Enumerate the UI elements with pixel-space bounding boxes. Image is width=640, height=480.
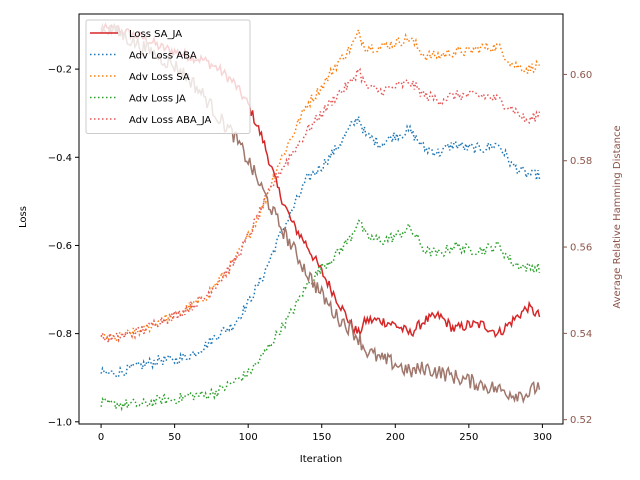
y-left-tick-label: −0.6 bbox=[48, 241, 72, 252]
series-line-3 bbox=[100, 219, 541, 412]
y-right-tick-label: 0.60 bbox=[570, 70, 592, 81]
y-axis-label-right: Average Relative Hamming Distance bbox=[612, 125, 623, 308]
y-right-tick-label: 0.52 bbox=[570, 415, 592, 426]
y-right-tick-label: 0.54 bbox=[570, 329, 592, 340]
legend-box bbox=[85, 19, 251, 134]
legend: Loss SA_JA Adv Loss ABA Adv Loss SA Adv Los… bbox=[85, 19, 251, 134]
series-line-1 bbox=[100, 115, 541, 379]
y-left-tick-label: −0.8 bbox=[48, 329, 72, 340]
x-tick-label: 200 bbox=[386, 432, 405, 443]
y-right-tick-label: 0.58 bbox=[570, 156, 592, 167]
y-right-tick-label: 0.56 bbox=[570, 243, 592, 254]
legend-label: Adv Loss JA bbox=[129, 94, 186, 105]
y-left-tick-label: −1.0 bbox=[48, 417, 72, 428]
legend-label: Adv Loss ABA_JA bbox=[129, 115, 212, 126]
x-tick-label: 0 bbox=[98, 432, 104, 443]
plot-frame bbox=[78, 13, 564, 425]
x-tick-label: 250 bbox=[459, 432, 478, 443]
legend-label: Loss SA_JA bbox=[129, 29, 182, 40]
series-line-4 bbox=[100, 67, 541, 343]
series-line-2 bbox=[100, 27, 541, 343]
legend-label: Adv Loss ABA bbox=[129, 51, 197, 62]
x-axis-label: Iteration bbox=[300, 454, 342, 465]
axes-layer: 0 50 100 150 200 250 300 −1.0 −0.8 −0.6 −0.4 −0.2 0.… bbox=[48, 65, 593, 443]
x-tick-label: 50 bbox=[168, 432, 181, 443]
x-tick-label: 300 bbox=[533, 432, 552, 443]
y-left-tick-label: −0.2 bbox=[48, 65, 72, 76]
y-left-tick-label: −0.4 bbox=[48, 153, 72, 164]
legend-label: Adv Loss SA bbox=[129, 72, 190, 83]
x-tick-label: 150 bbox=[312, 432, 331, 443]
x-tick-label: 100 bbox=[239, 432, 258, 443]
y-axis-label-left: Loss bbox=[18, 206, 29, 228]
